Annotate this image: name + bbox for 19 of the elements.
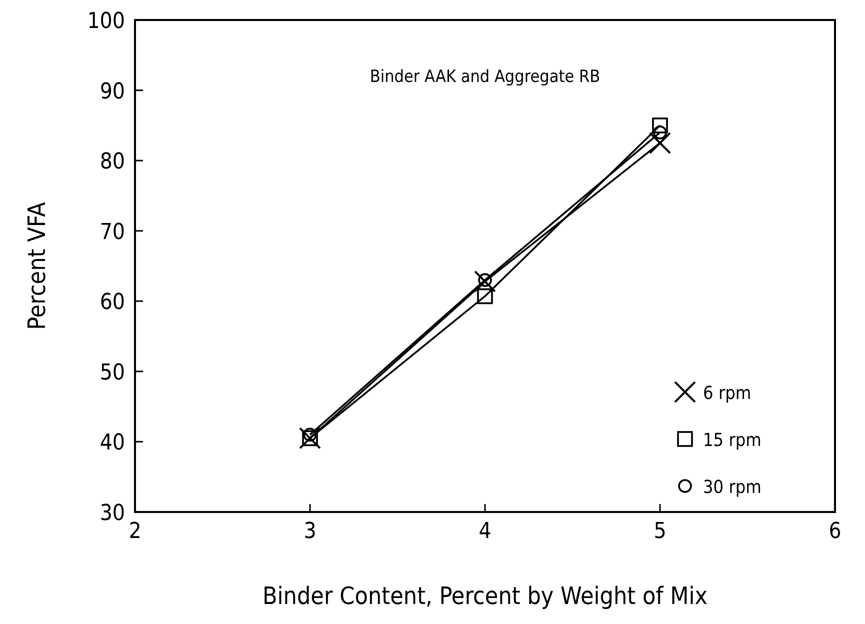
y-tick-label: 60 xyxy=(100,290,125,316)
x-tick-label: 5 xyxy=(654,519,666,544)
legend-label: 30 rpm xyxy=(703,477,762,498)
y-tick-label: 30 xyxy=(100,501,125,526)
x-tick-label: 6 xyxy=(828,519,842,544)
legend-label: 15 rpm xyxy=(703,430,762,451)
y-tick-label: 80 xyxy=(100,150,125,175)
y-tick-label: 40 xyxy=(100,430,125,456)
x-tick-label: 4 xyxy=(478,519,492,544)
y-tick-label: 90 xyxy=(100,79,125,104)
legend-label: 6 rpm xyxy=(703,383,752,404)
x-tick-label: 2 xyxy=(128,519,142,544)
y-tick-label: 70 xyxy=(100,220,125,245)
x-tick-label: 3 xyxy=(304,519,316,544)
text: Binder AAK and Aggregate RB xyxy=(370,67,600,87)
y-tick-label: 50 xyxy=(100,360,125,386)
x-axis-title: Binder Content, Percent by Weight of Mix xyxy=(262,582,708,610)
y-tick-label: 100 xyxy=(87,9,125,34)
y-axis-title: Percent VFA xyxy=(23,202,51,330)
